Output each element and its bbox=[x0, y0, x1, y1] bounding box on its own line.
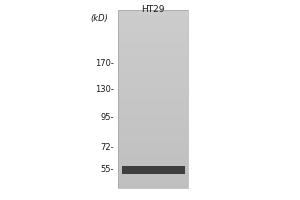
Bar bbox=[118, 172, 188, 175]
Bar bbox=[118, 14, 188, 17]
Text: 55-: 55- bbox=[100, 166, 114, 174]
Bar bbox=[118, 128, 188, 130]
Bar bbox=[118, 117, 188, 119]
Bar bbox=[118, 130, 188, 132]
Bar bbox=[118, 115, 188, 117]
Bar bbox=[118, 123, 188, 126]
Bar bbox=[118, 68, 188, 70]
Bar bbox=[118, 50, 188, 52]
Bar bbox=[118, 159, 188, 161]
Bar bbox=[118, 32, 188, 34]
Bar bbox=[118, 77, 188, 79]
Bar bbox=[118, 97, 188, 99]
Bar bbox=[118, 10, 188, 188]
Bar bbox=[118, 72, 188, 75]
Text: (kD): (kD) bbox=[90, 14, 108, 23]
Bar bbox=[118, 132, 188, 135]
Bar bbox=[118, 181, 188, 184]
Bar bbox=[118, 166, 188, 168]
Bar bbox=[118, 110, 188, 112]
Bar bbox=[118, 121, 188, 123]
Bar bbox=[118, 119, 188, 121]
Bar bbox=[118, 23, 188, 26]
Bar bbox=[118, 54, 188, 57]
Bar bbox=[118, 61, 188, 63]
Bar bbox=[118, 37, 188, 39]
Bar bbox=[118, 126, 188, 128]
Bar bbox=[118, 146, 188, 148]
Bar bbox=[118, 59, 188, 61]
Bar bbox=[118, 95, 188, 97]
Bar bbox=[118, 177, 188, 179]
Bar bbox=[118, 30, 188, 32]
Bar bbox=[118, 28, 188, 30]
Bar bbox=[118, 179, 188, 181]
Text: 170-: 170- bbox=[95, 58, 114, 68]
Bar bbox=[118, 139, 188, 141]
Text: 130-: 130- bbox=[95, 85, 114, 94]
Bar bbox=[118, 79, 188, 81]
Bar bbox=[118, 170, 188, 172]
Bar bbox=[118, 150, 188, 152]
Bar bbox=[118, 88, 188, 90]
Bar bbox=[118, 57, 188, 59]
Bar bbox=[118, 168, 188, 170]
Bar bbox=[118, 106, 188, 108]
Bar bbox=[118, 66, 188, 68]
Bar bbox=[118, 141, 188, 144]
Bar bbox=[118, 101, 188, 103]
Bar bbox=[118, 155, 188, 157]
Bar bbox=[118, 164, 188, 166]
Bar bbox=[118, 75, 188, 77]
Bar bbox=[118, 41, 188, 43]
Text: 95-: 95- bbox=[100, 114, 114, 122]
Bar bbox=[118, 19, 188, 21]
Bar bbox=[118, 34, 188, 37]
Bar bbox=[118, 39, 188, 41]
Bar bbox=[118, 90, 188, 92]
Bar bbox=[118, 46, 188, 48]
Bar bbox=[118, 135, 188, 137]
Bar bbox=[118, 12, 188, 14]
Bar bbox=[118, 112, 188, 115]
Bar bbox=[118, 99, 188, 101]
Bar bbox=[118, 48, 188, 50]
Bar bbox=[118, 43, 188, 46]
Bar bbox=[118, 21, 188, 23]
Bar bbox=[122, 166, 184, 174]
Bar bbox=[118, 26, 188, 28]
Bar bbox=[118, 81, 188, 83]
Bar bbox=[118, 184, 188, 186]
Bar bbox=[118, 92, 188, 95]
Bar bbox=[118, 144, 188, 146]
Text: HT29: HT29 bbox=[141, 5, 165, 14]
Bar bbox=[118, 152, 188, 155]
Bar bbox=[118, 10, 188, 12]
Bar bbox=[118, 175, 188, 177]
Text: 72-: 72- bbox=[100, 144, 114, 152]
Bar bbox=[118, 70, 188, 72]
Bar bbox=[118, 83, 188, 86]
Bar bbox=[118, 157, 188, 159]
Bar bbox=[118, 186, 188, 188]
Bar bbox=[118, 63, 188, 66]
Bar bbox=[118, 103, 188, 106]
Bar bbox=[118, 108, 188, 110]
Bar bbox=[118, 86, 188, 88]
Bar bbox=[118, 17, 188, 19]
Bar bbox=[118, 161, 188, 164]
Bar bbox=[118, 52, 188, 54]
Bar bbox=[118, 137, 188, 139]
Bar bbox=[118, 148, 188, 150]
